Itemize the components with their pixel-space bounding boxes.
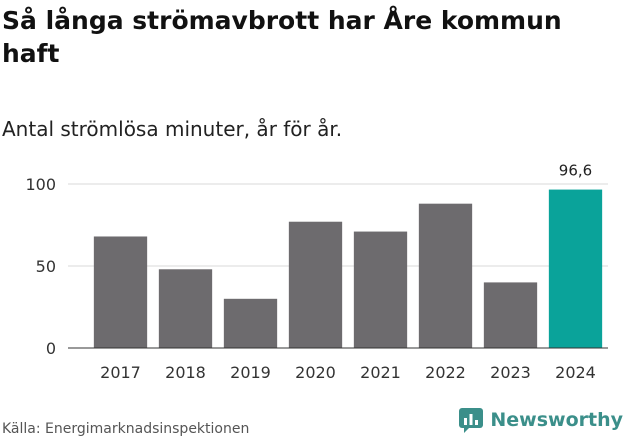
labels: 0 50 100 2017 2018 2019 2020 2021 2022 2023 2024 96… <box>25 162 608 382</box>
x-tick-label: 2024 <box>555 363 596 382</box>
bar-2020 <box>288 221 343 348</box>
bar-chart: 0 50 100 2017 2018 2019 2020 2021 2022 2023 2024 96… <box>25 162 608 382</box>
x-tick-label: 2023 <box>490 363 531 382</box>
source-note: Källa: Energimarknadsinspektionen <box>2 421 250 437</box>
x-tick-label: 2018 <box>165 363 206 382</box>
bar-2023 <box>483 282 538 348</box>
x-tick-label: 2020 <box>295 363 336 382</box>
newsworthy-logo-icon <box>459 408 484 433</box>
y-tick-label: 50 <box>36 257 56 276</box>
data-label: 96,6 <box>559 162 592 180</box>
x-tick-label: 2022 <box>425 363 466 382</box>
bar-2021 <box>353 231 408 348</box>
newsworthy-logo: Newsworthy <box>458 407 623 433</box>
bar-2018 <box>158 269 213 348</box>
y-tick-label: 100 <box>25 175 56 194</box>
y-tick-label: 0 <box>46 339 56 358</box>
x-tick-label: 2017 <box>100 363 141 382</box>
chart-title: Så långa strömavbrott har Åre kommun haf… <box>2 6 562 68</box>
x-tick-label: 2019 <box>230 363 271 382</box>
x-tick-label: 2021 <box>360 363 401 382</box>
bars <box>93 189 603 348</box>
bar-2022 <box>418 203 473 348</box>
bar-2019 <box>223 298 278 348</box>
chart-subtitle: Antal strömlösa minuter, år för år. <box>2 117 343 141</box>
brand-name: Newsworthy <box>490 409 623 431</box>
bar-2017 <box>93 236 148 348</box>
bar-2024 <box>548 189 603 348</box>
